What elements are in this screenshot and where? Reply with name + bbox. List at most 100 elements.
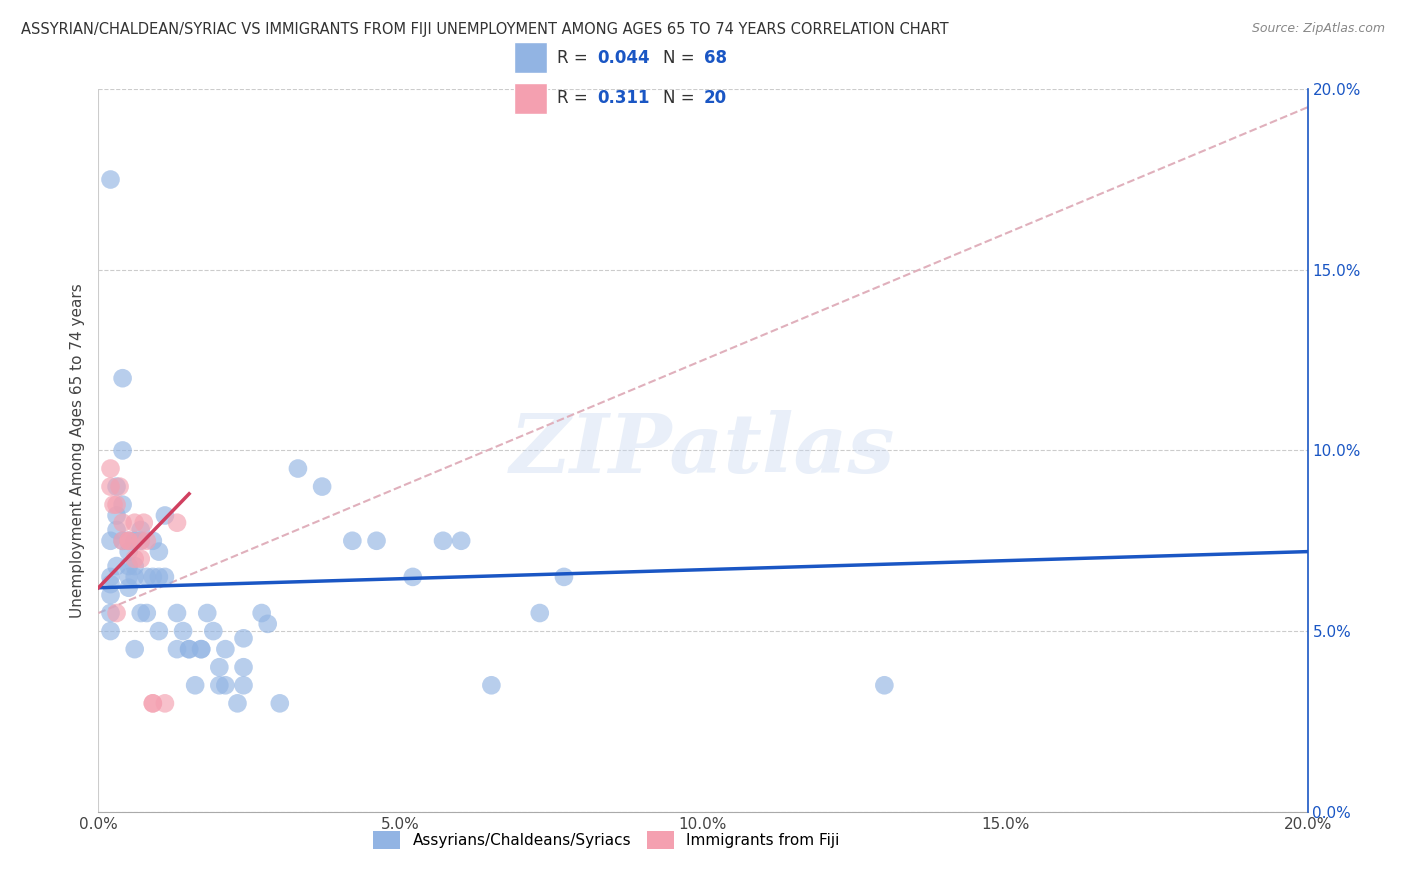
Point: [100, 461, 122, 475]
Point: [100, 577, 122, 591]
Point: [153, 508, 176, 523]
Point: [166, 516, 188, 530]
Point: [214, 678, 236, 692]
Point: [214, 642, 236, 657]
Point: [105, 508, 128, 523]
Point: [124, 570, 146, 584]
Point: [432, 533, 454, 548]
Point: [142, 696, 165, 710]
Point: [402, 570, 425, 584]
Point: [135, 533, 157, 548]
Point: [105, 498, 128, 512]
Point: [105, 480, 128, 494]
Point: [529, 606, 551, 620]
Point: [105, 523, 128, 537]
Point: [135, 570, 157, 584]
Point: [129, 533, 152, 548]
Point: [118, 533, 141, 548]
Point: [100, 606, 122, 620]
FancyBboxPatch shape: [513, 43, 547, 73]
Point: [100, 172, 122, 186]
Point: [148, 570, 170, 584]
Point: [153, 696, 176, 710]
Point: [179, 642, 201, 657]
Text: ASSYRIAN/CHALDEAN/SYRIAC VS IMMIGRANTS FROM FIJI UNEMPLOYMENT AMONG AGES 65 TO 7: ASSYRIAN/CHALDEAN/SYRIAC VS IMMIGRANTS F…: [21, 22, 949, 37]
Point: [135, 606, 157, 620]
Point: [190, 642, 212, 657]
Point: [118, 559, 141, 574]
Point: [111, 443, 134, 458]
Point: [129, 551, 152, 566]
Point: [153, 570, 176, 584]
Point: [100, 624, 122, 639]
Point: [179, 642, 201, 657]
Text: Source: ZipAtlas.com: Source: ZipAtlas.com: [1251, 22, 1385, 36]
Point: [124, 551, 146, 566]
Point: [184, 678, 207, 692]
Text: R =: R =: [557, 89, 598, 107]
Point: [202, 624, 225, 639]
Text: ZIPatlas: ZIPatlas: [510, 410, 896, 491]
Text: 0.044: 0.044: [598, 49, 650, 67]
Point: [190, 642, 212, 657]
Point: [111, 533, 134, 548]
Text: N =: N =: [664, 49, 700, 67]
Point: [256, 616, 278, 631]
Y-axis label: Unemployment Among Ages 65 to 74 years: Unemployment Among Ages 65 to 74 years: [69, 283, 84, 618]
Point: [166, 606, 188, 620]
Point: [105, 559, 128, 574]
Point: [124, 559, 146, 574]
Point: [100, 588, 122, 602]
FancyBboxPatch shape: [513, 83, 547, 113]
Point: [873, 678, 896, 692]
Point: [232, 660, 254, 674]
Point: [553, 570, 575, 584]
Point: [129, 533, 152, 548]
Point: [232, 632, 254, 646]
Text: 68: 68: [703, 49, 727, 67]
Point: [100, 570, 122, 584]
Point: [208, 660, 231, 674]
Point: [148, 544, 170, 558]
Point: [287, 461, 309, 475]
Legend: Assyrians/Chaldeans/Syriacs, Immigrants from Fiji: Assyrians/Chaldeans/Syriacs, Immigrants …: [367, 825, 846, 855]
Point: [105, 606, 128, 620]
Point: [118, 581, 141, 595]
Point: [108, 480, 131, 494]
Point: [100, 480, 122, 494]
Point: [142, 696, 165, 710]
Point: [166, 642, 188, 657]
Point: [100, 533, 122, 548]
Point: [148, 624, 170, 639]
Point: [311, 480, 333, 494]
Text: R =: R =: [557, 49, 593, 67]
Point: [366, 533, 388, 548]
Point: [103, 498, 125, 512]
Point: [269, 696, 291, 710]
Point: [118, 570, 141, 584]
Point: [142, 570, 165, 584]
Point: [129, 523, 152, 537]
Point: [111, 498, 134, 512]
Point: [342, 533, 364, 548]
Text: 20: 20: [703, 89, 727, 107]
Point: [250, 606, 273, 620]
Point: [118, 544, 141, 558]
Point: [111, 516, 134, 530]
Point: [226, 696, 249, 710]
Point: [124, 533, 146, 548]
Text: N =: N =: [664, 89, 700, 107]
Point: [118, 533, 141, 548]
Point: [118, 533, 141, 548]
Point: [481, 678, 503, 692]
Point: [124, 516, 146, 530]
Point: [195, 606, 218, 620]
Point: [111, 533, 134, 548]
Point: [232, 678, 254, 692]
Point: [132, 516, 155, 530]
Point: [450, 533, 472, 548]
Point: [124, 642, 146, 657]
Point: [111, 371, 134, 385]
Point: [208, 678, 231, 692]
Text: 0.311: 0.311: [598, 89, 650, 107]
